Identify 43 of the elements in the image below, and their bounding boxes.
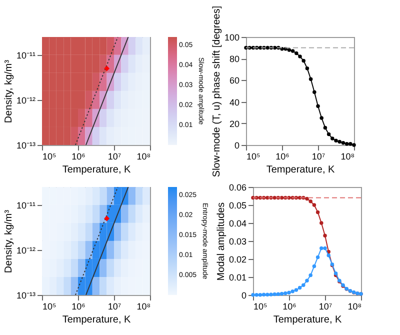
x-tick-label: 10⁵ bbox=[42, 152, 57, 162]
x-tick-label: 10⁶ bbox=[72, 302, 86, 312]
y-tick-label: 10⁻¹² bbox=[16, 95, 36, 106]
y-axis-title: Slow-mode (T, u) phase shift [degrees] bbox=[211, 6, 222, 178]
x-axis-title: Temperature, K bbox=[62, 314, 132, 326]
x-tick-label: 10⁸ bbox=[136, 152, 151, 162]
y-tick-label: 0.06 bbox=[228, 182, 246, 192]
y-tick-label: 0.01 bbox=[228, 272, 246, 282]
y-tick-label: 0 bbox=[234, 140, 240, 150]
x-tick-label: 10⁶ bbox=[282, 302, 297, 312]
y-tick-label: 40 bbox=[229, 97, 240, 108]
y-tick-label: 0.04 bbox=[228, 218, 246, 228]
x-tick-label: 10⁷ bbox=[318, 302, 332, 312]
x-tick-label: 10⁶ bbox=[276, 152, 290, 162]
x-tick-label: 10⁷ bbox=[108, 152, 122, 162]
y-tick-label: 10⁻¹³ bbox=[16, 290, 36, 300]
y-axis-title: Modal amplitudes bbox=[216, 202, 227, 281]
x-tick-label: 10⁸ bbox=[348, 302, 362, 312]
x-tick-label: 10⁸ bbox=[340, 152, 355, 162]
y-tick-label: 0 bbox=[241, 290, 246, 300]
y-axis-title: Density, kg/m³ bbox=[3, 59, 14, 124]
y-tick-label: 100 bbox=[224, 32, 240, 42]
x-tick-label: 10⁶ bbox=[72, 152, 86, 162]
x-tick-label: 10⁵ bbox=[246, 152, 261, 162]
x-axis-title: Temperature, K bbox=[62, 164, 132, 176]
x-tick-label: 10⁵ bbox=[42, 302, 57, 312]
x-axis-title: Temperature, K bbox=[273, 314, 342, 326]
y-axis-title: Density, kg/m³ bbox=[3, 209, 14, 274]
y-tick-label: 0.05 bbox=[228, 200, 246, 210]
y-tick-label: 60 bbox=[229, 76, 240, 86]
y-tick-label: 80 bbox=[229, 54, 240, 64]
x-tick-label: 10⁷ bbox=[108, 302, 122, 312]
y-tick-label: 10⁻¹¹ bbox=[16, 200, 36, 210]
y-tick-label: 0.02 bbox=[228, 254, 246, 264]
y-tick-label: 20 bbox=[229, 118, 240, 129]
x-tick-label: 10⁷ bbox=[312, 152, 326, 162]
x-tick-label: 10⁵ bbox=[254, 302, 268, 312]
x-tick-label: 10⁸ bbox=[136, 302, 151, 312]
y-tick-label: 10⁻¹³ bbox=[16, 140, 36, 150]
y-tick-label: 0.03 bbox=[228, 236, 246, 246]
y-tick-label: 10⁻¹¹ bbox=[16, 50, 36, 60]
y-tick-label: 10⁻¹² bbox=[16, 245, 36, 256]
x-axis-title: Temperature, K bbox=[266, 164, 336, 176]
